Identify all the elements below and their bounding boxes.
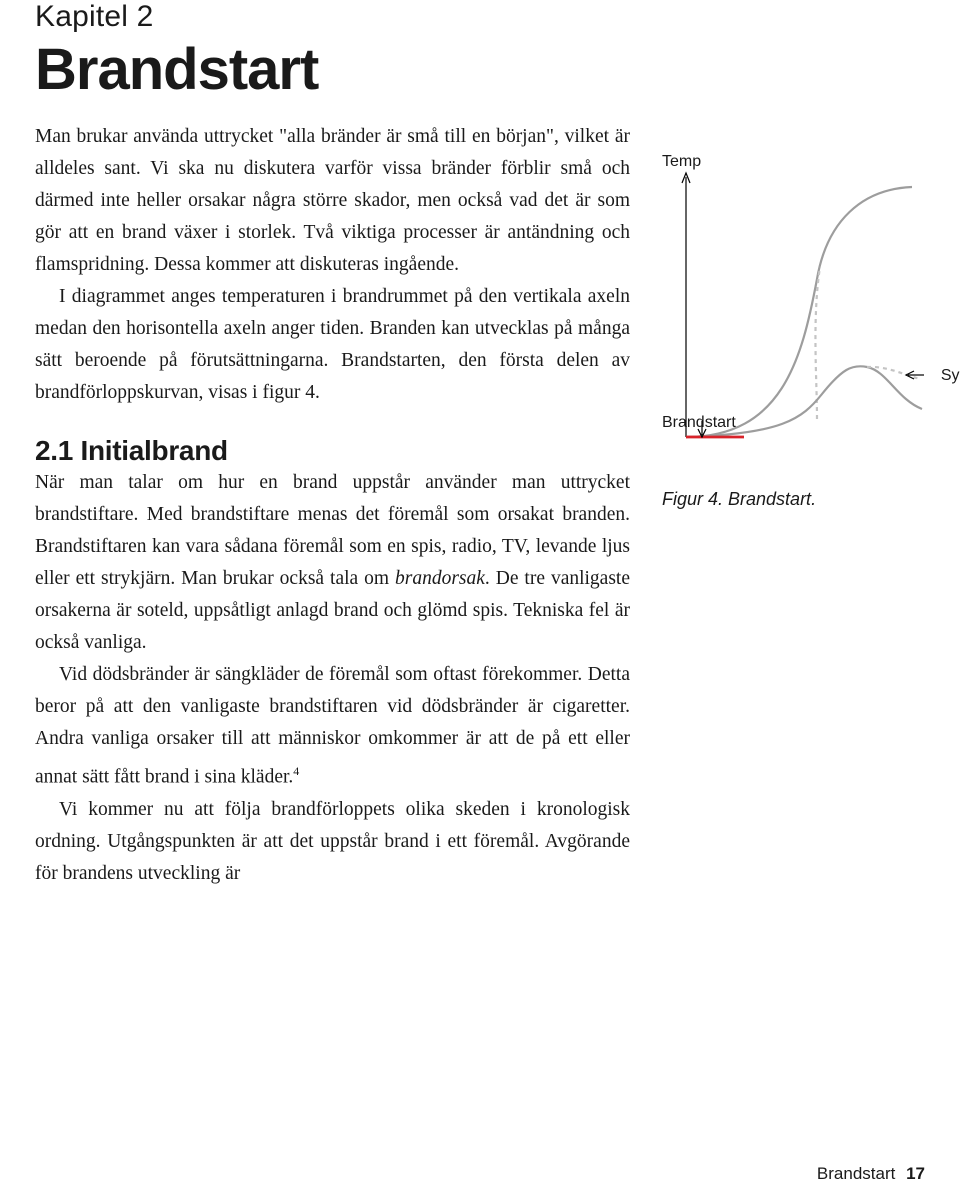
footer-page-number: 17	[906, 1164, 925, 1183]
footer-title: Brandstart	[817, 1164, 895, 1183]
page: Kapitel 2 Brandstart Man brukar använda …	[0, 0, 960, 1198]
footnote-ref: 4	[293, 764, 299, 778]
figure-annotation-syrebrist: Syrebrist	[941, 367, 960, 385]
page-footer: Brandstart 17	[817, 1164, 925, 1184]
section-2-1-title: 2.1 Initialbrand	[35, 435, 630, 467]
figure-annotation-brandstart: Brandstart	[662, 414, 736, 432]
para-text: Vid dödsbränder är sängkläder de föremål…	[35, 664, 630, 788]
section-2-1-para-2: Vid dödsbränder är sängkläder de föremål…	[35, 659, 630, 794]
para-1: Man brukar använda uttrycket "alla bränd…	[35, 121, 630, 281]
figure-caption: Figur 4. Brandstart.	[662, 489, 816, 510]
two-column-layout: Man brukar använda uttrycket "alla bränd…	[35, 121, 925, 890]
main-title: Brandstart	[35, 36, 925, 103]
figure-4: Temp Br	[662, 159, 960, 459]
para-em: brandorsak	[395, 568, 485, 589]
section-2-1-para-1: När man talar om hur en brand uppstår an…	[35, 467, 630, 659]
section-2-1-para-3: Vi kommer nu att följa brandförloppets o…	[35, 794, 630, 890]
left-column: Man brukar använda uttrycket "alla bränd…	[35, 121, 630, 890]
figure-y-axis-label: Temp	[662, 153, 701, 171]
para-2: I diagrammet anges temperaturen i brandr…	[35, 281, 630, 409]
chapter-label: Kapitel 2	[35, 0, 925, 34]
